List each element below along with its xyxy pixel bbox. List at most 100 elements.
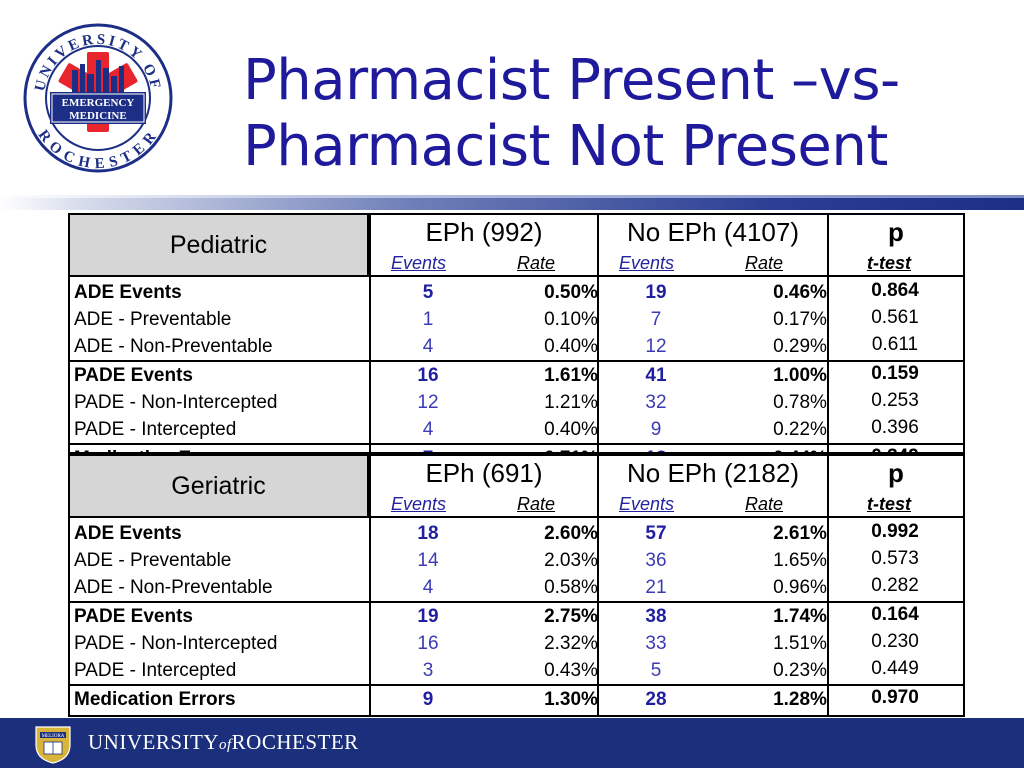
column-divider: [827, 215, 829, 452]
no-eph-events: 32: [645, 392, 667, 413]
no-eph-rate: 2.61%: [773, 523, 827, 544]
emergency-medicine-logo: UNIVERSITY OF ROCHESTER EMERGENCY MEDICI…: [23, 23, 173, 173]
rate-subheader: Rate: [745, 253, 784, 273]
no-eph-rate: 0.17%: [773, 309, 827, 330]
row-label: PADE - Intercepted: [74, 419, 237, 440]
eph-events: 1: [422, 309, 434, 330]
row-label: ADE - Non-Preventable: [74, 577, 273, 598]
table-row: PADE - Non-Intercepted 12 1.21% 32 0.78% 0.25…: [70, 389, 963, 416]
no-eph-events: 19: [645, 282, 667, 303]
ttest-subheader: t-test: [867, 494, 911, 514]
logo-est-year: 1994: [92, 141, 104, 147]
no-eph-rate: 1.74%: [773, 606, 827, 627]
table-category-label: Pediatric: [70, 215, 369, 275]
no-eph-events: 33: [645, 633, 667, 654]
eph-rate: 0.58%: [544, 577, 598, 598]
row-label: PADE Events: [74, 606, 193, 627]
row-label: PADE - Intercepted: [74, 660, 237, 681]
title-divider: [0, 198, 1024, 210]
no-eph-rate: 0.23%: [773, 660, 827, 681]
slide-title-line2: Pharmacist Not Present: [243, 114, 888, 179]
row-label: PADE Events: [74, 365, 193, 386]
group-no-eph: No EPh (2182) Events Rate: [599, 456, 827, 516]
row-label: PADE - Non-Intercepted: [74, 392, 278, 413]
section-divider: [70, 601, 963, 603]
table-row: PADE - Intercepted 4 0.40% 9 0.22% 0.396: [70, 416, 963, 443]
table-row: ADE Events 5 0.50% 19 0.46% 0.864: [70, 279, 963, 306]
group-no-eph-title: No EPh (4107): [627, 217, 799, 247]
eph-rate: 1.30%: [544, 689, 598, 710]
table-row: ADE - Non-Preventable 4 0.40% 12 0.29% 0.611: [70, 333, 963, 360]
group-p-title: p: [888, 458, 904, 488]
eph-rate: 0.40%: [544, 419, 598, 440]
p-value: 0.282: [871, 575, 919, 596]
seal-text: MELIORA: [42, 734, 65, 739]
eph-rate: 0.71%: [531, 448, 611, 452]
no-eph-rate: 0.78%: [773, 392, 827, 413]
table-row: PADE - Intercepted 3 0.43% 5 0.23% 0.449: [70, 657, 963, 684]
eph-events: 16: [417, 365, 439, 386]
p-value: 0.230: [871, 631, 919, 652]
group-p-title: p: [888, 217, 904, 247]
p-value: 0.396: [871, 417, 919, 438]
p-value: 0.992: [871, 521, 919, 542]
eph-events: 4: [422, 336, 434, 357]
section-divider: [70, 443, 963, 445]
group-eph-title: EPh (691): [425, 458, 543, 488]
no-eph-events: 38: [645, 606, 667, 627]
no-eph-rate: 0.22%: [773, 419, 827, 440]
eph-events: 9: [422, 689, 434, 710]
footer-bar: MELIORA UNIVERSITYofROCHESTER: [0, 718, 1024, 768]
no-eph-rate: 1.00%: [773, 365, 827, 386]
eph-rate: 0.40%: [544, 336, 598, 357]
no-eph-events: 18: [626, 448, 686, 452]
rate-subheader: Rate: [517, 494, 556, 514]
table-row: ADE - Preventable 1 0.10% 7 0.17% 0.561: [70, 306, 963, 333]
p-value: 0.611: [871, 334, 919, 355]
eph-events: 4: [422, 577, 434, 598]
no-eph-rate: 0.96%: [773, 577, 827, 598]
table-row: ADE Events 18 2.60% 57 2.61% 0.992: [70, 520, 963, 547]
p-value: 0.561: [871, 307, 919, 328]
group-p: p t-test: [829, 456, 963, 516]
row-label: ADE - Preventable: [74, 550, 232, 571]
events-subheader: Events: [619, 494, 675, 514]
column-divider: [369, 456, 371, 715]
table-row: PADE Events 19 2.75% 38 1.74% 0.164: [70, 603, 963, 630]
p-value: 0.449: [871, 658, 919, 679]
ttest-subheader: t-test: [867, 253, 911, 273]
row-label: PADE - Non-Intercepted: [74, 633, 278, 654]
p-value: 0.970: [871, 687, 919, 708]
column-divider: [597, 215, 599, 452]
rate-subheader: Rate: [745, 494, 784, 514]
university-seal-icon: MELIORA: [35, 726, 71, 764]
group-eph: EPh (691) Events Rate: [371, 456, 597, 516]
eph-rate: 0.43%: [544, 660, 598, 681]
university-name-part1: UNIVERSITY: [88, 730, 219, 754]
no-eph-rate: 1.65%: [773, 550, 827, 571]
p-value: 0.253: [871, 390, 919, 411]
group-eph-title: EPh (992): [425, 217, 543, 247]
eph-events: 14: [417, 550, 439, 571]
no-eph-rate: 0.44%: [760, 448, 840, 452]
table-header: Pediatric EPh (992) Events Rate No EPh (…: [70, 215, 963, 277]
events-subheader: Events: [391, 253, 447, 273]
no-eph-rate: 0.29%: [773, 336, 827, 357]
no-eph-events: 9: [650, 419, 662, 440]
p-value: 0.573: [871, 548, 919, 569]
eph-events: 18: [417, 523, 439, 544]
eph-rate: 2.75%: [544, 606, 598, 627]
row-label: ADE - Preventable: [74, 309, 232, 330]
events-subheader: Events: [391, 494, 447, 514]
table-row: Medication Errors 9 1.30% 28 1.28% 0.970: [70, 686, 963, 713]
eph-rate: 0.50%: [544, 282, 598, 303]
p-value: 0.349: [829, 446, 961, 452]
logo-est-label: Est.: [93, 132, 103, 138]
university-name: UNIVERSITYofROCHESTER: [88, 730, 359, 755]
table-row: Medication Errors 7 0.71% 18 0.44%0.349: [70, 445, 963, 452]
eph-rate: 1.21%: [544, 392, 598, 413]
table-row: ADE - Preventable 14 2.03% 36 1.65% 0.573: [70, 547, 963, 574]
eph-events: 7: [398, 448, 458, 452]
events-subheader: Events: [619, 253, 675, 273]
slide-title-line1: Pharmacist Present –vs-: [243, 48, 900, 113]
